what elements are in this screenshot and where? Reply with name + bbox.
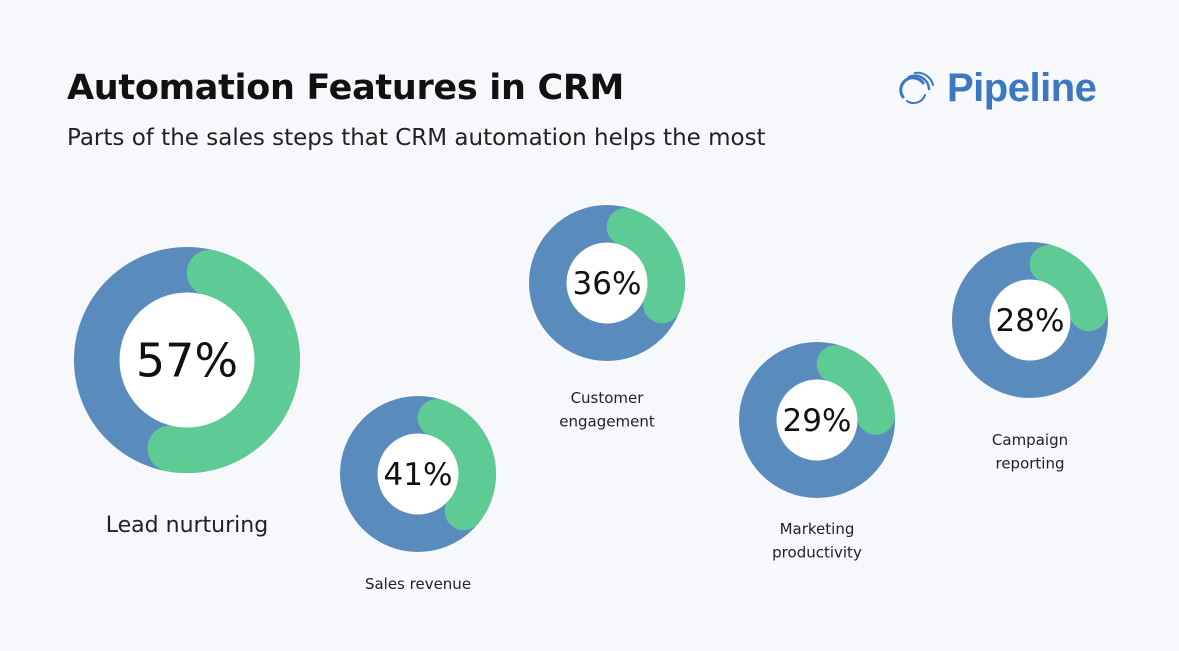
chart-title: Automation Features in CRM	[67, 68, 625, 108]
donut-sales-revenue: 41% Sales revenue	[340, 396, 496, 593]
donut-category-label: Customer	[571, 389, 645, 407]
donut-category-label: Sales revenue	[365, 575, 471, 593]
logo-text: Pipeline	[947, 66, 1097, 110]
donut-customer-engagement: 36% Customer engagement	[529, 205, 685, 430]
donut-center	[776, 379, 858, 461]
donut-value-arc	[816, 345, 895, 435]
donut-value-label: 28%	[996, 303, 1065, 339]
donut-value-label: 36%	[573, 266, 642, 302]
chart-subtitle: Parts of the sales steps that CRM automa…	[67, 125, 766, 151]
donut-center	[989, 279, 1071, 361]
donut-value-arc	[606, 208, 685, 324]
donut-value-arc	[1029, 245, 1108, 332]
pipeline-swirl-icon	[899, 71, 934, 104]
donut-category-label: productivity	[772, 543, 862, 561]
pipeline-logo: Pipeline	[893, 66, 1097, 111]
donut-value-label: 57%	[136, 334, 238, 388]
donut-center	[377, 433, 459, 515]
donut-marketing-productivity: 29% Marketing productivity	[739, 342, 895, 561]
donut-center	[566, 242, 648, 324]
donut-value-label: 29%	[783, 403, 852, 439]
donut-campaign-reporting: 28% Campaign reporting	[952, 242, 1108, 472]
donut-category-label: reporting	[995, 454, 1064, 472]
donut-center	[119, 292, 255, 428]
donut-category-label: Lead nurturing	[106, 513, 268, 538]
donut-lead-nurturing: 57% Lead nurturing	[74, 247, 300, 538]
donut-value-arc	[417, 399, 496, 531]
donut-category-label: Marketing	[780, 520, 855, 538]
donut-category-label: engagement	[559, 412, 655, 430]
donut-category-label: Campaign	[992, 431, 1068, 449]
donut-value-label: 41%	[384, 457, 453, 493]
donut-value-arc	[147, 249, 300, 473]
